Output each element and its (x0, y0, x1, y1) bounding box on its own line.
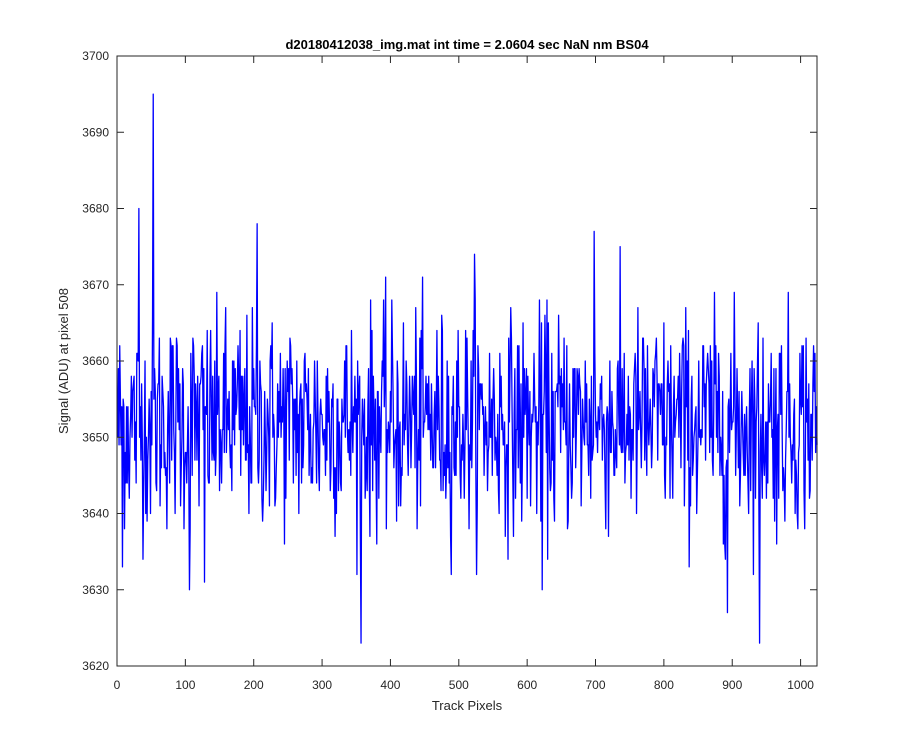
x-axis-label: Track Pixels (432, 698, 503, 713)
x-tick-label: 200 (244, 678, 264, 692)
series-layer (117, 93, 818, 644)
x-tick-label: 800 (654, 678, 674, 692)
y-tick-label: 3660 (82, 354, 109, 368)
chart-title: d20180412038_img.mat int time = 2.0604 s… (285, 37, 649, 52)
x-tick-label: 900 (722, 678, 742, 692)
y-tick-label: 3640 (82, 507, 109, 521)
x-tick-label: 100 (175, 678, 195, 692)
y-tick-label: 3690 (82, 125, 109, 139)
x-tick-label: 500 (449, 678, 469, 692)
y-tick-label: 3680 (82, 202, 109, 216)
y-tick-label: 3670 (82, 278, 109, 292)
x-tick-label: 1000 (787, 678, 814, 692)
y-tick-label: 3630 (82, 583, 109, 597)
x-tick-label: 0 (114, 678, 121, 692)
x-tick-label: 700 (586, 678, 606, 692)
y-tick-label: 3620 (82, 659, 109, 673)
y-tick-label: 3700 (82, 49, 109, 63)
y-tick-label: 3650 (82, 430, 109, 444)
x-tick-label: 600 (517, 678, 537, 692)
x-tick-label: 300 (312, 678, 332, 692)
series-line (117, 93, 818, 644)
x-tick-label: 400 (380, 678, 400, 692)
x-axis: 0 100 200 300 400 500 600 700 800 900 1000 (114, 56, 814, 692)
y-axis: 3620 3630 3640 3650 3660 3670 3680 3690 3700 (82, 49, 817, 673)
y-axis-label: Signal (ADU) at pixel 508 (56, 288, 71, 434)
